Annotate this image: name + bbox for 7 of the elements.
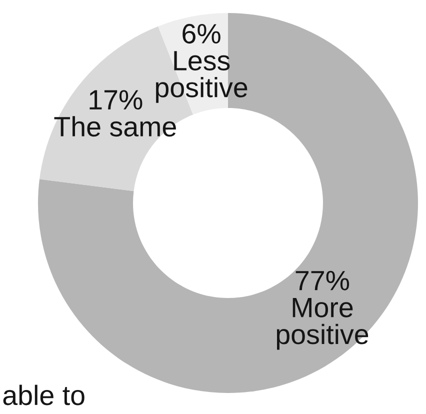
slice-label: More positive: [276, 298, 368, 350]
data-label: 77%: [296, 270, 350, 290]
data-label: 17%: [90, 90, 142, 110]
slice-label: The same: [54, 116, 176, 137]
data-label: 6%: [182, 24, 220, 44]
text: able to: [3, 384, 84, 406]
slice-label: Less positive: [156, 51, 248, 103]
